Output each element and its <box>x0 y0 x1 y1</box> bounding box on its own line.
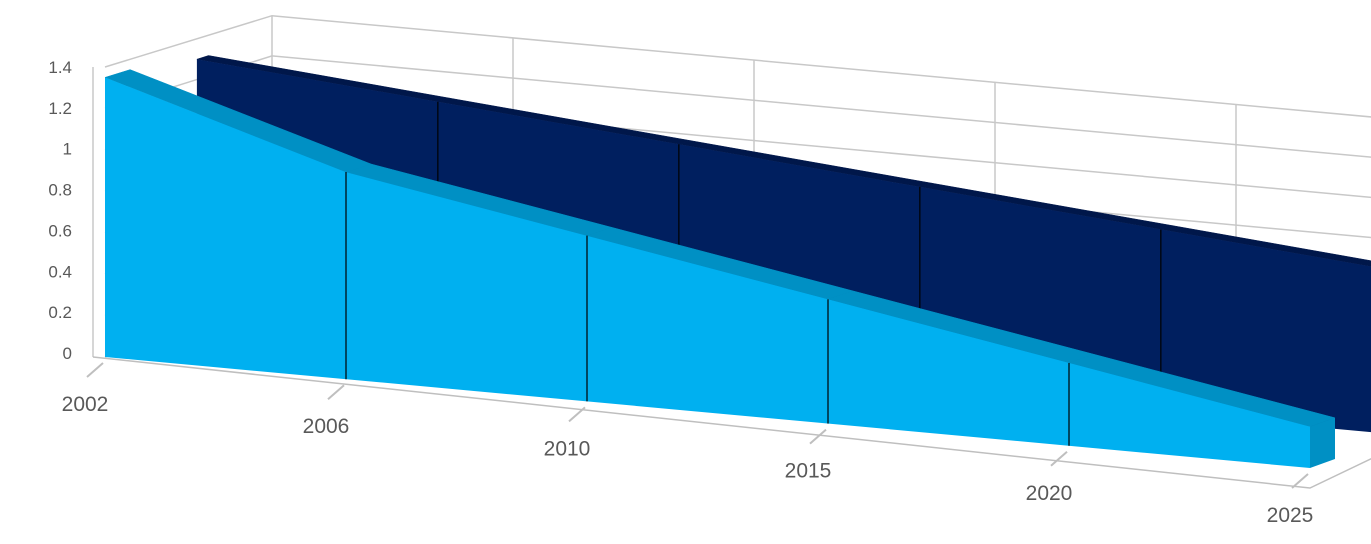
area-top-segment <box>1160 225 1371 267</box>
x-tick-label: 2002 <box>62 393 109 416</box>
y-tick-label: 0.4 <box>48 262 72 281</box>
x-tick-label: 2015 <box>785 460 832 483</box>
x-tick-mark <box>568 406 586 423</box>
x-tick-mark <box>809 428 827 445</box>
y-tick-label: 0.2 <box>48 303 72 322</box>
x-axis: 2002 2006 2010 2015 2020 2025 <box>62 393 1314 527</box>
y-tick-label: 0 <box>63 344 72 363</box>
x-tick-mark <box>1050 451 1068 467</box>
x-tick-label: 2006 <box>303 415 350 438</box>
y-tick-label: 1.4 <box>48 58 72 77</box>
y-tick-label: 1.2 <box>48 99 72 118</box>
series-1 <box>104 69 1336 469</box>
y-tick-label: 0.8 <box>48 181 72 200</box>
x-tick-label: 2025 <box>1267 504 1314 527</box>
x-tick-label: 2010 <box>544 437 591 460</box>
x-tick-mark <box>327 384 345 400</box>
floor-edge <box>92 356 1371 489</box>
area-face <box>105 77 1310 469</box>
y-tick-label: 1 <box>63 140 72 159</box>
area-side <box>1310 417 1335 468</box>
y-tick-label: 0.6 <box>48 221 72 240</box>
x-tick-mark <box>1291 473 1309 489</box>
y-axis: 0 0.2 0.4 0.6 0.8 1 1.2 1.4 <box>48 58 72 363</box>
x-tick-label: 2020 <box>1026 482 1073 505</box>
x-tick-mark <box>86 362 104 378</box>
